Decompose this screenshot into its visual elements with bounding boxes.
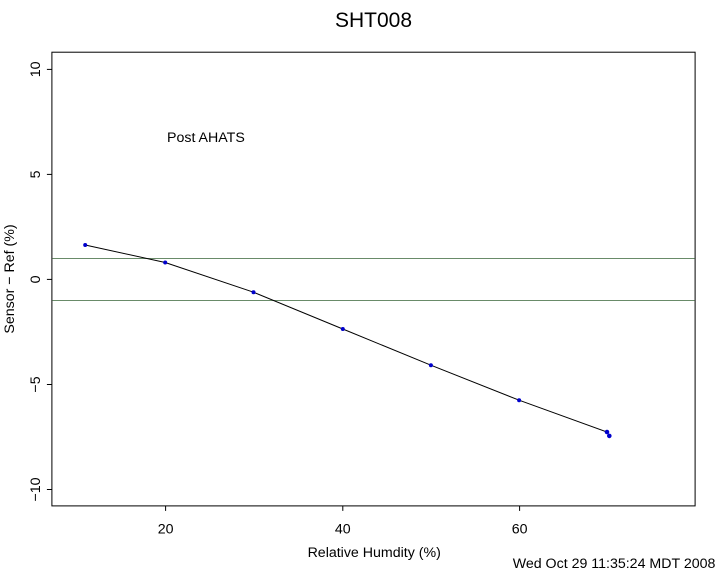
svg-text:40: 40 — [335, 521, 351, 537]
svg-text:Wed Oct 29 11:35:24 MDT 2008: Wed Oct 29 11:35:24 MDT 2008 — [513, 556, 716, 572]
svg-text:Post AHATS: Post AHATS — [167, 130, 245, 146]
svg-text:−10: −10 — [28, 477, 44, 501]
svg-text:10: 10 — [28, 61, 44, 77]
svg-text:5: 5 — [28, 170, 44, 178]
svg-text:60: 60 — [512, 521, 528, 537]
svg-text:SHT008: SHT008 — [335, 9, 412, 32]
svg-text:−5: −5 — [28, 376, 44, 392]
svg-text:Relative Humdity (%): Relative Humdity (%) — [308, 545, 441, 561]
svg-text:Sensor − Ref (%): Sensor − Ref (%) — [2, 224, 18, 333]
svg-text:0: 0 — [28, 275, 44, 283]
svg-text:20: 20 — [158, 521, 174, 537]
